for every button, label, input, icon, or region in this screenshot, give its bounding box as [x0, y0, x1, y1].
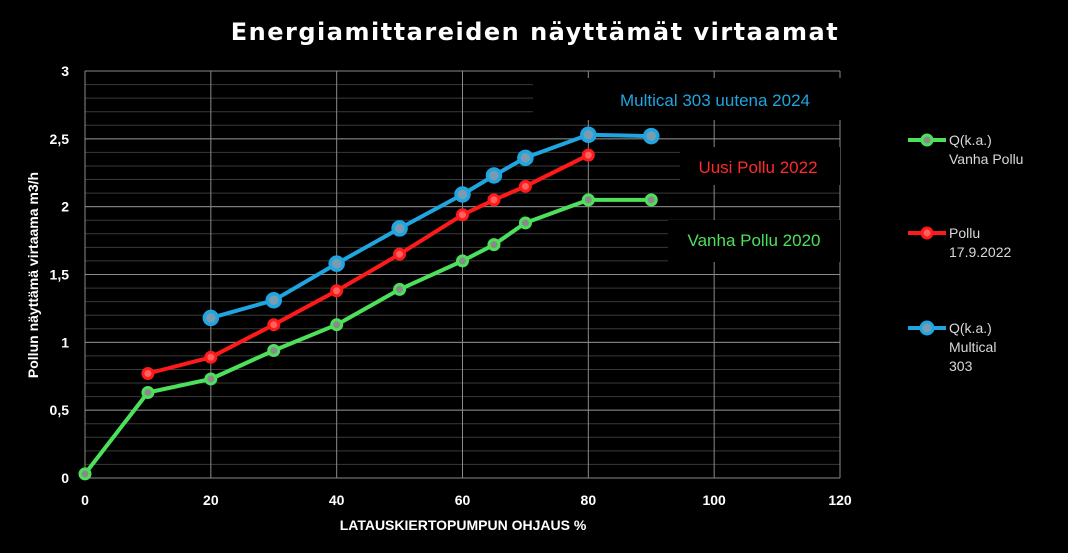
data-point [456, 254, 469, 268]
y-axis-ticks: 0 0,5 1 1,5 2 2,5 3 [50, 63, 70, 486]
annotation-backdrop [668, 220, 840, 262]
data-point [265, 292, 282, 309]
annotation-backdrop [533, 78, 843, 120]
data-point [330, 318, 344, 332]
legend-label: 303 [949, 358, 973, 374]
data-point [267, 343, 281, 357]
data-point [456, 208, 469, 222]
legend-label: Vanha Pollu [949, 151, 1023, 167]
y-axis-label: Pollun näyttämä virtaama m3/h [25, 172, 41, 378]
legend-label: 17.9.2022 [949, 244, 1011, 260]
data-point [267, 318, 281, 332]
data-point [391, 220, 408, 237]
data-point [581, 148, 595, 162]
chart-title: Energiamittareiden näyttämät virtaamat [231, 18, 839, 46]
data-point [517, 149, 534, 167]
data-point [643, 127, 660, 145]
annotation-label: Uusi Pollu 2022 [698, 158, 817, 177]
legend-label: Q(k.a.) [949, 320, 992, 336]
x-tick-label: 120 [828, 492, 852, 508]
annotation-label: Vanha Pollu 2020 [688, 231, 821, 250]
data-point [487, 193, 501, 207]
series-line [210, 132, 652, 320]
data-point [202, 309, 220, 327]
legend: Q(k.a.) Vanha Pollu Pollu 17.9.2022 Q(k.a.) M… [908, 132, 1023, 374]
y-tick-label: 1,5 [50, 267, 70, 283]
data-point [330, 284, 344, 298]
data-point [204, 372, 218, 386]
legend-marker [920, 133, 934, 147]
x-tick-label: 60 [455, 492, 471, 508]
x-tick-label: 100 [702, 492, 726, 508]
data-point [393, 282, 407, 296]
data-point [644, 193, 658, 207]
data-point [485, 167, 503, 184]
data-point [328, 255, 345, 272]
legend-marker [919, 320, 935, 336]
x-axis-ticks: 0 20 40 60 80 100 120 [81, 492, 852, 508]
data-point [581, 193, 595, 207]
data-point [518, 216, 532, 230]
data-point [580, 126, 597, 144]
legend-label: Q(k.a.) [949, 132, 992, 148]
data-point [78, 467, 92, 481]
legend-marker [920, 226, 934, 240]
y-tick-label: 0 [61, 470, 69, 486]
x-tick-label: 40 [329, 492, 345, 508]
data-point [454, 186, 471, 203]
data-point [487, 238, 501, 252]
annotation-label: Multical 303 uutena 2024 [620, 91, 810, 110]
y-tick-label: 0,5 [50, 402, 70, 418]
x-tick-label: 80 [581, 492, 597, 508]
data-point [204, 350, 218, 364]
legend-label: Multical [949, 339, 996, 355]
annotations: Multical 303 uutena 2024 Uusi Pollu 2022 V… [533, 78, 843, 262]
y-tick-label: 3 [61, 63, 69, 79]
x-tick-label: 20 [203, 492, 219, 508]
y-tick-label: 1 [61, 334, 69, 350]
x-axis-label: LATAUSKIERTOPUMPUN OHJAUS % [340, 517, 587, 533]
data-point [141, 367, 155, 381]
x-tick-label: 0 [81, 492, 89, 508]
grid-lines [84, 70, 841, 479]
data-point [141, 386, 155, 400]
legend-label: Pollu [949, 225, 980, 241]
y-tick-label: 2,5 [50, 131, 70, 147]
data-point [393, 247, 407, 261]
y-tick-label: 2 [61, 199, 69, 215]
series-line [83, 197, 652, 476]
series-group [78, 126, 660, 481]
annotation-backdrop [680, 147, 840, 185]
data-point [518, 179, 532, 193]
